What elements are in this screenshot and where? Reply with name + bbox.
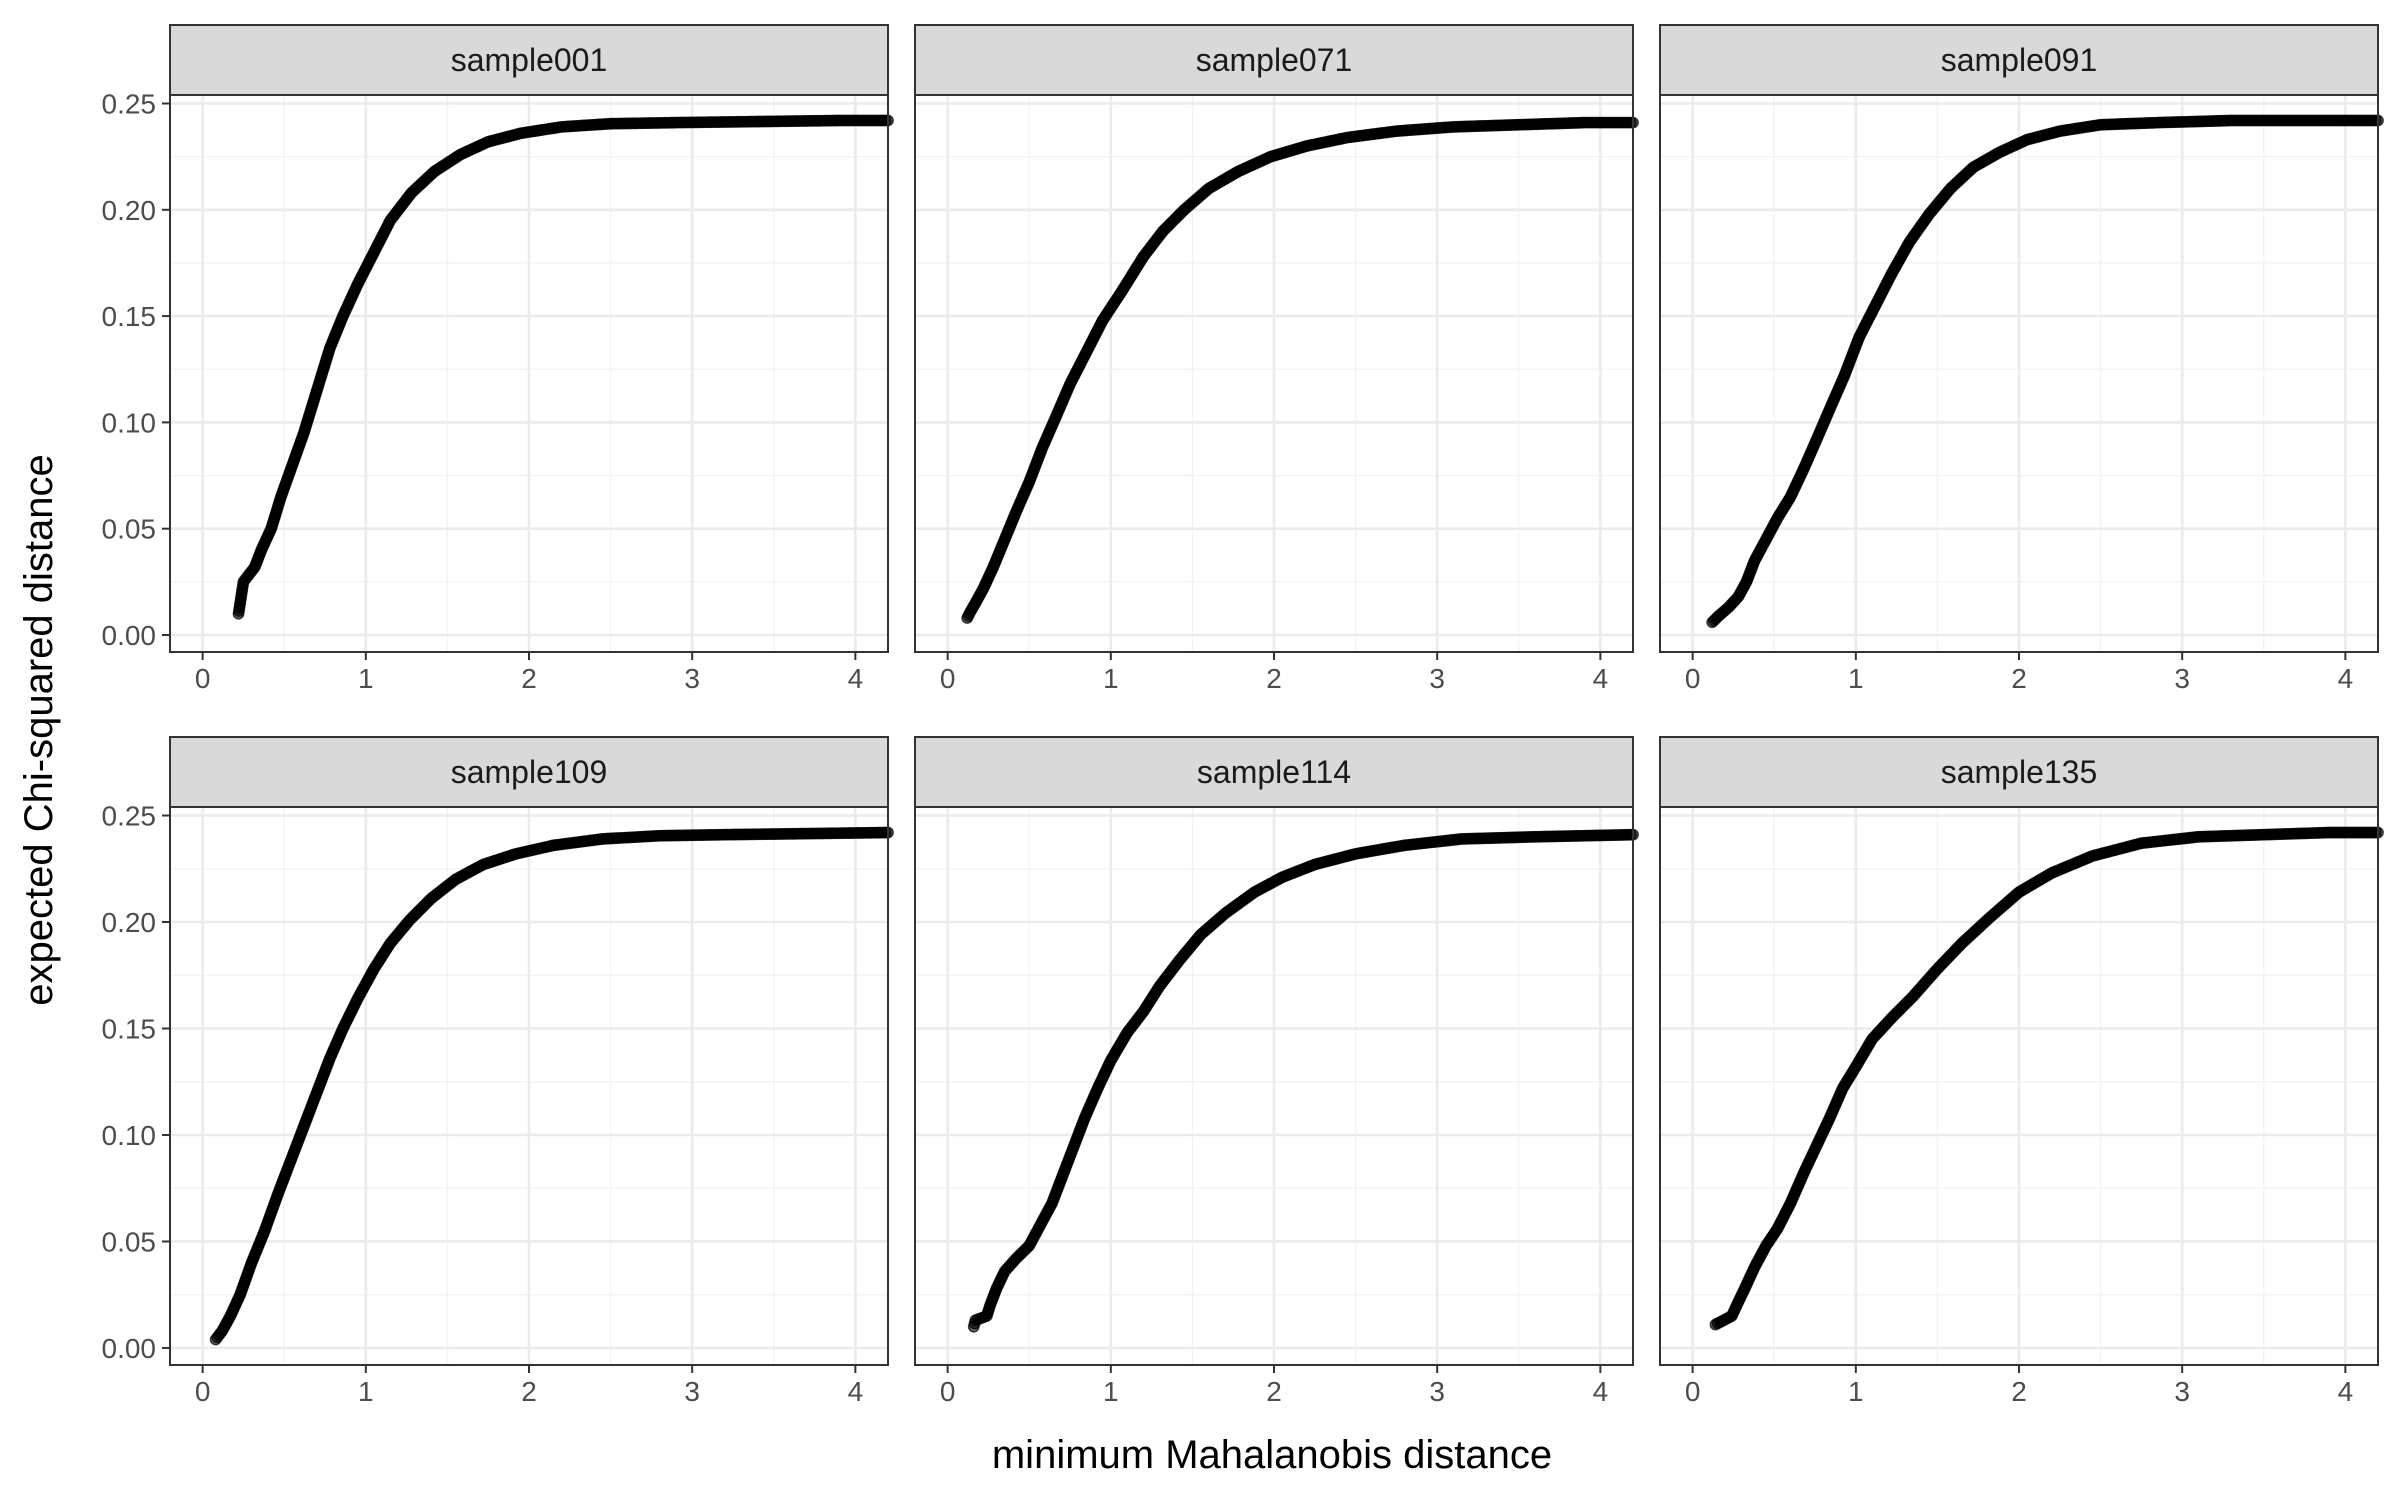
x-tick-label: 3 — [684, 663, 700, 694]
x-tick-label: 3 — [1429, 663, 1445, 694]
y-tick-label: 0.15 — [102, 301, 157, 332]
x-tick-label: 1 — [1848, 1376, 1864, 1407]
x-tick-label: 4 — [1593, 1376, 1609, 1407]
x-tick-label: 0 — [195, 1376, 211, 1407]
x-tick-label: 3 — [2174, 1376, 2190, 1407]
y-tick-label: 0.25 — [102, 801, 157, 832]
y-tick-label: 0.00 — [102, 1333, 157, 1364]
facet-panel-sample091: sample091 0 1 2 3 4 — [1659, 24, 2384, 694]
x-tick-label: 2 — [1266, 663, 1282, 694]
x-tick-label: 1 — [1848, 663, 1864, 694]
y-axis-title: expected Chi-squared distance — [17, 454, 61, 1005]
facet-strip — [169, 736, 889, 808]
x-tick-label: 3 — [2174, 663, 2190, 694]
data-points — [232, 114, 894, 620]
facet-strip — [1659, 24, 2379, 96]
x-tick-label: 1 — [1103, 663, 1119, 694]
x-tick-label: 2 — [1266, 1376, 1282, 1407]
x-tick-label: 2 — [2011, 663, 2027, 694]
facet-panel-sample071: sample071 0 1 2 3 4 — [914, 24, 1639, 694]
data-points — [967, 828, 1639, 1333]
facet-strip — [914, 736, 1634, 808]
facet-strip-label: sample091 — [1941, 42, 2098, 78]
x-tick-label: 4 — [2338, 1376, 2354, 1407]
x-tick-label: 2 — [521, 663, 537, 694]
x-tick-label: 2 — [2011, 1376, 2027, 1407]
facet-strip — [169, 24, 889, 96]
x-tick-label: 0 — [195, 663, 211, 694]
facet-strip-label: sample001 — [451, 42, 608, 78]
x-tick-label: 4 — [2338, 663, 2354, 694]
facet-strip-label: sample114 — [1197, 754, 1351, 790]
facet-panel-sample109: sample109 0 1 2 3 4 0.00 0.05 0.10 0.15 0.20 0.25 — [102, 736, 894, 1407]
x-tick-label: 1 — [358, 1376, 374, 1407]
facet-strip-label: sample109 — [451, 754, 608, 790]
y-tick-label: 0.05 — [102, 514, 157, 545]
y-tick-label: 0.00 — [102, 620, 157, 651]
y-tick-label: 0.10 — [102, 407, 157, 438]
x-axis-title: minimum Mahalanobis distance — [992, 1433, 1552, 1477]
x-tick-label: 3 — [1429, 1376, 1445, 1407]
x-tick-label: 4 — [1593, 663, 1609, 694]
x-tick-label: 4 — [848, 1376, 864, 1407]
x-tick-label: 2 — [521, 1376, 537, 1407]
y-tick-label: 0.15 — [102, 1013, 157, 1044]
facet-strip-label: sample071 — [1196, 42, 1353, 78]
data-points — [961, 116, 1639, 624]
data-points — [1706, 114, 2384, 629]
facet-panel-sample001: sample001 0 1 2 3 4 0.00 0.05 0.10 0.15 0.20 0.25 — [102, 24, 894, 694]
x-tick-label: 4 — [848, 663, 864, 694]
x-tick-label: 1 — [358, 663, 374, 694]
facet-panel-sample135: sample135 0 1 2 3 4 — [1659, 736, 2384, 1407]
facet-panel-sample114: sample114 0 1 2 3 4 — [914, 736, 1639, 1407]
x-tick-label: 0 — [1685, 663, 1701, 694]
x-tick-label: 3 — [684, 1376, 700, 1407]
y-tick-label: 0.20 — [102, 195, 157, 226]
x-tick-label: 0 — [1685, 1376, 1701, 1407]
y-tick-label: 0.10 — [102, 1120, 157, 1151]
data-points — [1709, 826, 2384, 1331]
x-tick-label: 1 — [1103, 1376, 1119, 1407]
data-points — [209, 826, 894, 1346]
x-tick-label: 0 — [940, 663, 956, 694]
x-tick-label: 0 — [940, 1376, 956, 1407]
facet-strip-label: sample135 — [1941, 754, 2098, 790]
y-tick-label: 0.20 — [102, 907, 157, 938]
y-tick-label: 0.25 — [102, 89, 157, 120]
y-tick-label: 0.05 — [102, 1226, 157, 1257]
